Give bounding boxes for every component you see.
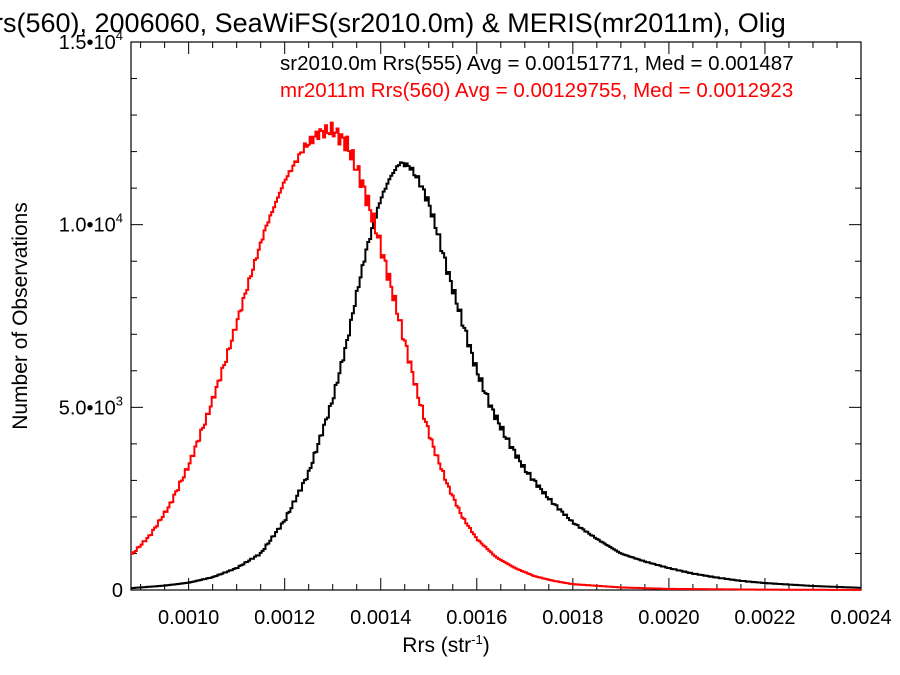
y-tick-label: 5.0•103 — [59, 393, 123, 419]
y-tick-label-exponent: 3 — [116, 393, 123, 408]
annotation-black: sr2010.0m Rrs(555) Avg = 0.00151771, Med… — [280, 52, 794, 75]
y-tick-label: 1.5•104 — [59, 28, 123, 54]
x-axis: 0.0010 0.0012 0.0014 0.0016 0.0018 0.0020 0.00… — [140, 42, 892, 629]
x-axis-label-text: Rrs (str — [402, 634, 471, 657]
y-tick-label: 1.0•104 — [59, 211, 123, 237]
y-tick-label-text: 1.5•10 — [59, 32, 116, 54]
x-axis-label-tail: ) — [483, 634, 490, 657]
y-tick-label: 0 — [112, 580, 123, 602]
chart-title: rs(560), 2006060, SeaWiFS(sr2010.0m) & M… — [0, 8, 786, 38]
x-tick-label: 0.0020 — [638, 607, 699, 629]
series-line-mr2011 — [131, 121, 861, 591]
x-tick-label: 0.0016 — [446, 607, 507, 629]
annotation-red: mr2011m Rrs(560) Avg = 0.00129755, Med =… — [280, 79, 793, 102]
y-tick-label-text: 1.0•10 — [59, 215, 116, 237]
series-layer — [131, 121, 861, 591]
x-tick-label: 0.0018 — [542, 607, 603, 629]
x-axis-label-exponent: -1 — [471, 632, 483, 647]
x-tick-label: 0.0012 — [254, 607, 315, 629]
y-tick-label-exponent: 4 — [116, 211, 123, 226]
plot-frame — [130, 41, 862, 591]
series-line-sr2010 — [131, 161, 861, 590]
y-tick-label-text: 0 — [112, 580, 123, 602]
x-tick-label: 0.0010 — [158, 607, 219, 629]
x-tick-label: 0.0022 — [734, 607, 795, 629]
plot-area: 0.0010 0.0012 0.0014 0.0016 0.0018 0.0020 0.00… — [59, 28, 892, 629]
y-tick-label-text: 5.0•10 — [59, 397, 116, 419]
x-tick-label: 0.0024 — [830, 607, 891, 629]
x-tick-label: 0.0014 — [350, 607, 411, 629]
x-axis-label: Rrs (str-1) — [402, 632, 489, 657]
y-axis-label: Number of Observations — [9, 202, 32, 430]
y-tick-label-exponent: 4 — [116, 28, 123, 43]
